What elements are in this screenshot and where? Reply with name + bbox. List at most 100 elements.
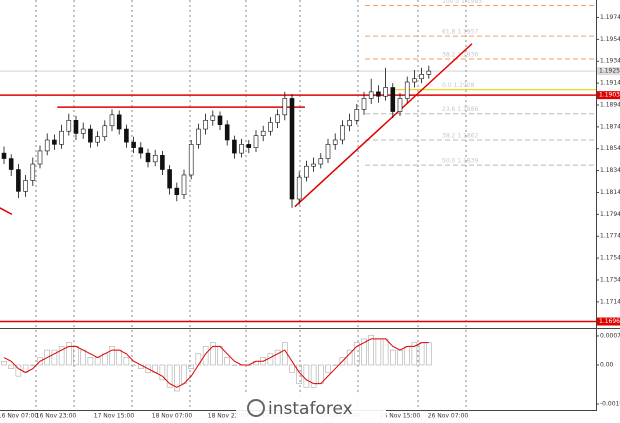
time-label: 18 Nov 07:00	[152, 413, 193, 420]
osc-bar	[159, 364, 166, 381]
candle-body	[404, 81, 410, 99]
candle-body	[203, 120, 208, 130]
candle-body	[1, 152, 7, 159]
candle-body	[282, 98, 288, 116]
candle-body	[152, 154, 158, 163]
y-tick-label: 1.1814	[600, 189, 620, 196]
candle-body	[138, 147, 144, 154]
osc-bar	[166, 364, 173, 388]
candle-body	[167, 169, 172, 189]
candle-body	[412, 78, 417, 83]
osc-bar	[274, 349, 281, 366]
candle-body	[296, 176, 302, 200]
osc-bar	[123, 357, 130, 366]
candle-body	[23, 180, 28, 192]
time-label: 26 Nov 07:00	[428, 413, 469, 420]
fib-label: 23.6 1.1886	[442, 106, 478, 113]
osc-bar	[303, 364, 310, 388]
watermark: instaforex	[268, 399, 353, 419]
candle-body	[145, 152, 151, 163]
y-tick-label: 1.1914	[600, 80, 620, 87]
osc-bar	[1, 361, 7, 366]
y-tick-label: 1.1734	[600, 276, 620, 283]
candle-body	[109, 114, 115, 127]
candle-body	[275, 114, 280, 123]
osc-bar	[87, 357, 94, 366]
candle-body	[260, 130, 266, 136]
osc-bar	[188, 364, 194, 369]
current-price-label: 1.1925	[599, 68, 620, 75]
osc-bar	[8, 364, 14, 369]
candle-body	[268, 122, 273, 132]
osc-bar	[368, 334, 374, 366]
osc-bar	[210, 342, 216, 366]
trend-line	[0, 207, 13, 216]
current-price-box	[597, 67, 620, 76]
osc-bar	[346, 349, 353, 366]
y-tick-label: 1.1974	[600, 14, 620, 21]
candle-body	[73, 120, 79, 134]
candle-body	[332, 139, 338, 145]
candle-body	[59, 130, 64, 145]
candle-body	[8, 158, 14, 170]
fib-label: 0.0 1.1908	[442, 82, 475, 89]
osc-bar	[51, 349, 58, 366]
osc-bar	[58, 346, 65, 366]
y-tick-label: 1.1934	[600, 58, 620, 65]
y-tick-label: 1.1774	[600, 233, 620, 240]
candle-body	[325, 144, 331, 159]
y-tick-label: 1.1834	[600, 167, 620, 174]
candle-body	[368, 91, 374, 99]
candle-body	[289, 98, 295, 200]
candle-body	[304, 165, 309, 178]
candle-body	[311, 163, 316, 167]
osc-bar	[145, 364, 151, 373]
candle-body	[196, 128, 201, 145]
osc-bar	[202, 346, 209, 366]
candle-body	[102, 125, 108, 138]
y-tick-label: 1.1794	[600, 211, 620, 218]
y-tick-label: 1.1714	[600, 298, 620, 305]
osc-bar	[325, 364, 331, 373]
osc-bar	[15, 364, 22, 377]
candle-body	[354, 109, 360, 121]
watermark-box	[236, 393, 386, 423]
candle-body	[66, 120, 72, 132]
candle-body	[174, 187, 180, 195]
osc-bar	[354, 342, 360, 366]
candle-body	[52, 139, 57, 145]
osc-bar	[37, 357, 43, 366]
candle-body	[88, 128, 93, 143]
candle-body	[376, 91, 381, 97]
candle-body	[390, 87, 396, 112]
osc-bar	[310, 364, 317, 388]
time-label: 16 Nov 23:00	[36, 413, 77, 420]
osc-tick-label: 0.00	[600, 361, 614, 368]
time-label: 17 Nov 15:00	[94, 413, 135, 420]
osc-bar	[224, 357, 230, 366]
candle-body	[95, 136, 100, 143]
candle-body	[318, 158, 324, 165]
fib-label: 38.2 1.1862	[442, 132, 478, 139]
y-tick-label: 1.1854	[600, 145, 620, 152]
candle-body	[210, 115, 216, 121]
candle-body	[160, 154, 165, 170]
osc-bar	[174, 364, 180, 392]
candle-body	[224, 124, 230, 141]
fib-label: 61.8 1.1957	[442, 29, 478, 36]
candle-body	[340, 125, 345, 141]
candle-body	[181, 174, 187, 195]
fib-label: 100.0 1.1985	[442, 0, 482, 5]
osc-bar	[361, 338, 367, 366]
osc-bar	[109, 346, 115, 366]
candle-body	[361, 98, 367, 110]
candle-body	[37, 150, 43, 165]
candle-body	[44, 139, 50, 152]
osc-bar	[411, 342, 418, 366]
y-tick-label: 1.1954	[600, 36, 620, 43]
candle-body	[419, 74, 424, 80]
candle-body	[253, 135, 259, 148]
osc-signal	[3, 338, 429, 388]
